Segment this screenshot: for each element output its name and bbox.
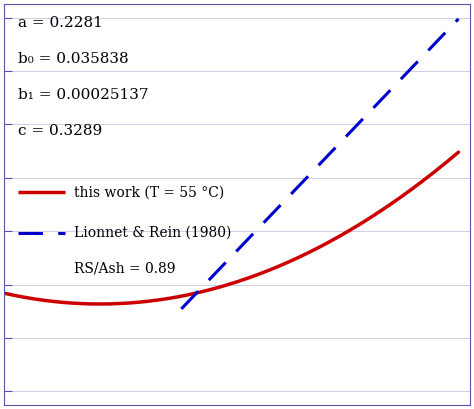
Text: b₀ = 0.035838: b₀ = 0.035838 [18, 52, 129, 66]
Text: RS/Ash = 0.89: RS/Ash = 0.89 [74, 262, 175, 276]
Text: Lionnet & Rein (1980): Lionnet & Rein (1980) [74, 225, 231, 240]
Text: c = 0.3289: c = 0.3289 [18, 124, 102, 138]
Text: this work (T = 55 °C): this work (T = 55 °C) [74, 185, 224, 200]
Text: b₁ = 0.00025137: b₁ = 0.00025137 [18, 88, 149, 102]
Text: a = 0.2281: a = 0.2281 [18, 16, 103, 30]
